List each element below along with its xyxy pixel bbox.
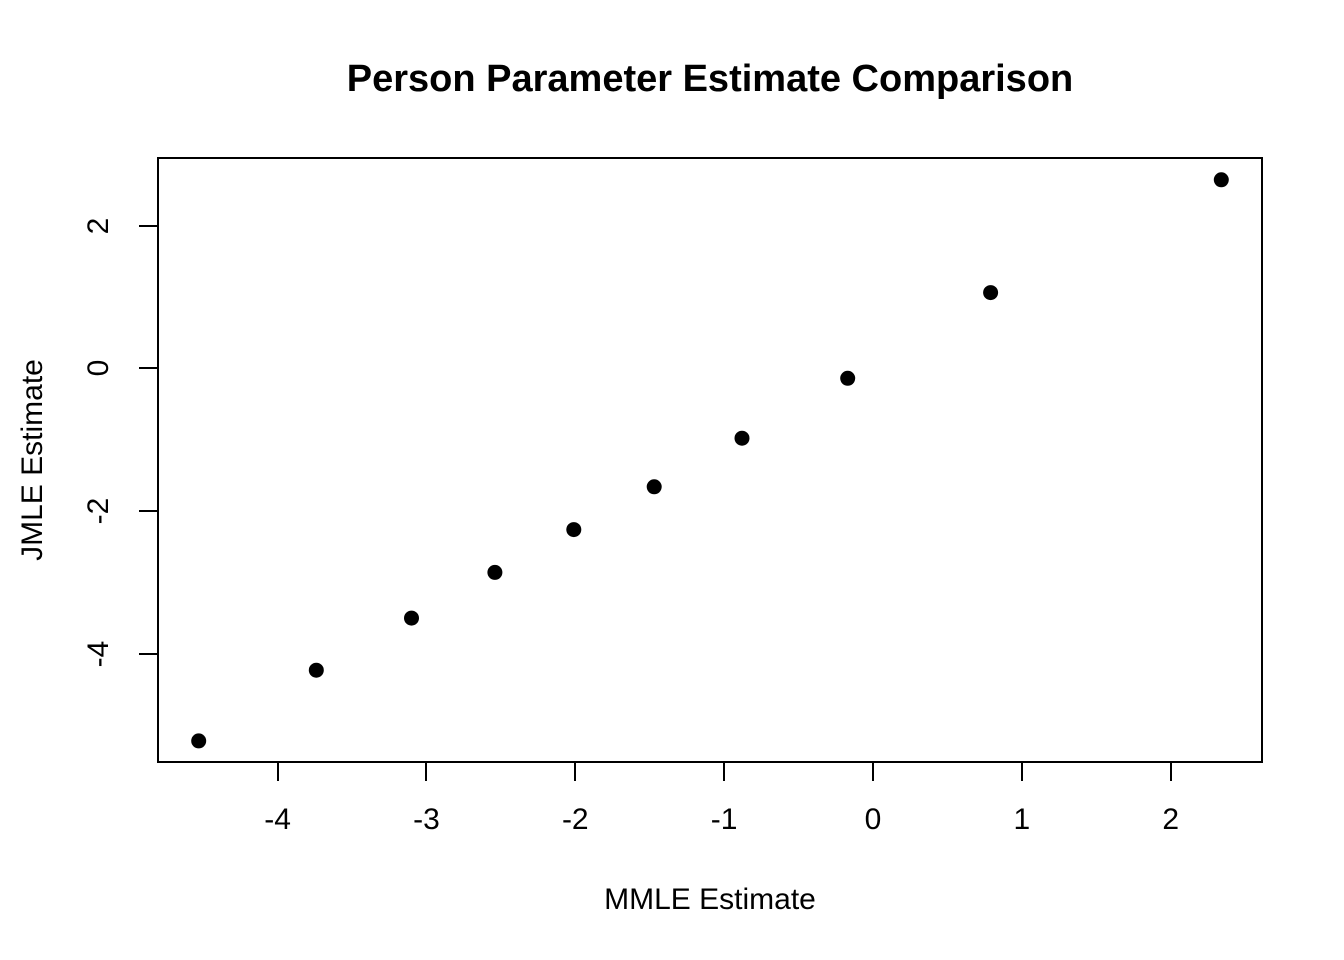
x-axis-tick [723, 763, 726, 781]
plot-area-border [157, 157, 1263, 763]
data-point [1213, 172, 1229, 188]
x-axis-tick-label: -1 [710, 803, 738, 836]
x-axis-tick-label: 0 [864, 803, 882, 836]
data-point [566, 522, 582, 538]
data-point [840, 370, 856, 386]
data-point [191, 733, 207, 749]
y-axis-tick [139, 652, 157, 655]
x-axis-tick [425, 763, 428, 781]
y-axis-tick [139, 510, 157, 513]
x-axis-tick-label: 1 [1013, 803, 1031, 836]
x-axis-tick [1020, 763, 1023, 781]
x-axis-tick-label: -3 [413, 803, 440, 836]
data-point [646, 479, 662, 495]
chart-title: Person Parameter Estimate Comparison [346, 58, 1074, 100]
y-axis-tick-label: -2 [82, 497, 115, 525]
data-point [983, 285, 999, 301]
x-axis-title: MMLE Estimate [604, 883, 816, 916]
x-axis-tick-label: 2 [1162, 803, 1180, 836]
data-point [487, 564, 503, 580]
x-axis-tick [276, 763, 279, 781]
y-axis-tick [139, 224, 157, 227]
x-axis-tick [871, 763, 874, 781]
y-axis-title: JMLE Estimate [16, 359, 49, 561]
y-axis-tick [139, 367, 157, 370]
x-axis-tick-label: -2 [561, 803, 589, 836]
x-axis-tick [1169, 763, 1172, 781]
scatter-plot-canvas [191, 172, 1229, 749]
y-axis-tick-label: 0 [82, 359, 115, 377]
y-axis-tick-label: -4 [82, 640, 115, 668]
x-axis-tick-label: -4 [264, 803, 291, 836]
data-point [308, 662, 324, 678]
data-point [404, 610, 419, 626]
data-point [734, 430, 750, 446]
y-axis-tick-label: 2 [82, 217, 115, 234]
x-axis-tick [574, 763, 577, 781]
